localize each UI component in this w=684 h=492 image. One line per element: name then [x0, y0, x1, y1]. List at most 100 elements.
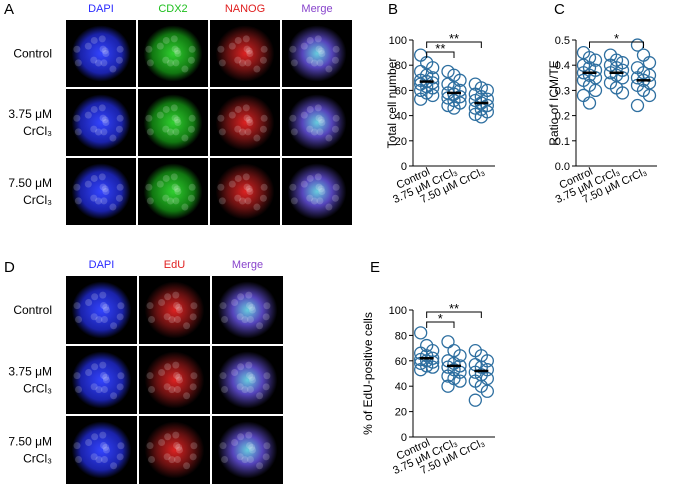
nucleus	[231, 439, 239, 447]
nucleus	[115, 56, 123, 64]
significance-label: *	[438, 311, 443, 326]
nucleus	[290, 197, 298, 205]
nucleus	[85, 439, 93, 447]
significance-bracket	[426, 41, 482, 48]
column-header: CDX2	[158, 3, 187, 15]
y-tick-label: 0.5	[555, 35, 570, 47]
nucleus	[102, 119, 110, 126]
nucleus	[158, 439, 166, 447]
nucleus	[117, 302, 125, 310]
nucleus	[217, 114, 225, 122]
y-tick-label: 0	[401, 161, 407, 173]
data-point	[414, 92, 428, 106]
nucleus	[173, 116, 181, 124]
nucleus	[228, 180, 236, 188]
nucleus	[74, 128, 82, 136]
panel-letter: C	[554, 1, 565, 18]
nucleus	[173, 385, 181, 393]
nucleus	[316, 128, 324, 136]
nucleus	[245, 116, 253, 124]
panel-letter: D	[4, 259, 15, 276]
nucleus	[175, 306, 183, 314]
y-tick-label: 100	[389, 35, 407, 47]
nucleus	[172, 128, 180, 136]
y-tick-label: 40	[395, 381, 407, 393]
nucleus	[188, 45, 196, 53]
y-tick-label: 100	[389, 305, 407, 317]
embryo	[71, 281, 132, 339]
nucleus	[173, 315, 181, 323]
data-point	[630, 71, 645, 85]
nucleus	[183, 392, 191, 400]
panel-letter: E	[370, 259, 380, 276]
nucleus	[115, 194, 123, 202]
nucleus	[168, 386, 176, 394]
nucleus	[101, 47, 109, 55]
nucleus	[146, 128, 154, 136]
nucleus	[90, 36, 98, 44]
nucleus	[74, 197, 82, 205]
nucleus	[243, 114, 251, 122]
nucleus	[102, 446, 110, 454]
nucleus	[260, 45, 268, 53]
nucleus	[245, 185, 253, 193]
row-label: 3.75 μM	[8, 365, 52, 379]
nucleus	[246, 50, 254, 57]
nucleus	[246, 188, 254, 195]
nucleus	[73, 302, 81, 310]
nucleus	[158, 369, 166, 377]
nucleus	[190, 372, 198, 380]
y-axis-label: Total cell number	[385, 58, 399, 149]
data-point	[588, 83, 603, 98]
nucleus	[248, 446, 256, 454]
nucleus	[164, 433, 172, 441]
significance-label: **	[449, 31, 459, 46]
nucleus	[331, 125, 339, 133]
nucleus	[243, 183, 251, 191]
nucleus	[231, 369, 239, 377]
nucleus	[217, 183, 225, 191]
nucleus	[318, 119, 326, 126]
data-point	[468, 365, 482, 379]
nucleus	[248, 373, 256, 381]
nucleus	[189, 453, 197, 461]
nucleus	[110, 392, 118, 400]
data-point	[642, 88, 657, 103]
nucleus	[91, 433, 99, 441]
nucleus	[163, 383, 171, 391]
significance-bracket	[426, 311, 482, 318]
nucleus	[90, 383, 98, 391]
nucleus	[259, 125, 267, 133]
nucleus	[162, 56, 170, 64]
nucleus	[98, 173, 106, 181]
nucleus	[148, 385, 156, 393]
nucleus	[221, 315, 229, 323]
y-axis-label: % of EdU-positive cells	[361, 312, 375, 435]
nucleus	[174, 119, 182, 126]
nucleus	[262, 313, 270, 321]
nucleus	[102, 306, 110, 314]
nucleus	[190, 302, 198, 310]
nucleus	[241, 316, 249, 324]
data-point	[453, 374, 467, 388]
nucleus	[236, 313, 244, 321]
nucleus	[100, 441, 108, 449]
nucleus	[237, 293, 245, 301]
nucleus	[318, 188, 326, 195]
nucleus	[84, 180, 92, 188]
nucleus	[300, 111, 308, 119]
nucleus	[300, 180, 308, 188]
nucleus	[187, 125, 195, 133]
nucleus	[181, 203, 189, 211]
nucleus	[246, 371, 254, 379]
nucleus	[173, 441, 181, 449]
nucleus	[99, 361, 107, 369]
nucleus	[91, 293, 99, 301]
nucleus	[94, 197, 102, 205]
data-point	[414, 48, 428, 62]
nucleus	[332, 45, 340, 53]
nucleus	[218, 128, 226, 136]
nucleus	[231, 299, 239, 307]
nucleus	[246, 301, 254, 309]
nucleus	[306, 125, 314, 133]
